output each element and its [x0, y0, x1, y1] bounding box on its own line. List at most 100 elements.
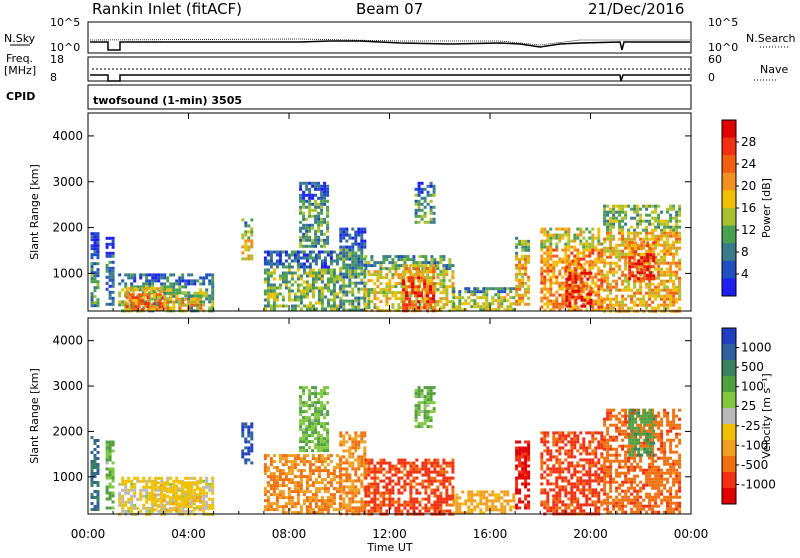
power-echo-cell — [549, 246, 552, 249]
power-echo-cell — [606, 211, 609, 214]
velocity-echo-cell — [421, 462, 424, 465]
velocity-echo-cell — [512, 499, 515, 502]
power-echo-cell — [577, 290, 580, 293]
power-echo-cell — [385, 258, 388, 261]
power-echo-cell — [555, 264, 558, 267]
power-echo-cell — [311, 215, 314, 218]
velocity-echo-cell — [285, 502, 288, 505]
power-echo-cell — [485, 296, 488, 299]
velocity-echo-cell — [524, 462, 527, 465]
power-echo-cell — [476, 305, 479, 308]
power-echo-cell — [397, 291, 400, 294]
velocity-echo-cell — [127, 477, 130, 480]
power-echo-cell — [558, 258, 561, 261]
power-echo-cell — [370, 255, 373, 258]
power-echo-cell — [421, 255, 424, 258]
power-echo-cell — [417, 270, 420, 273]
nsky-panel: N.Sky 10^5 10^0 10^5 10^0 N.Search — [4, 16, 796, 54]
velocity-echo-cell — [357, 440, 360, 443]
power-echo-cell — [515, 267, 518, 270]
power-echo-cell — [527, 279, 530, 282]
power-echo-cell — [376, 285, 379, 288]
power-echo-cell — [345, 246, 348, 249]
velocity-echo-cell — [543, 476, 546, 479]
power-echo-cell — [660, 289, 663, 292]
power-echo-cell — [300, 266, 303, 269]
velocity-echo-cell — [321, 487, 324, 490]
power-echo-cell — [600, 258, 603, 261]
power-echo-cell — [657, 241, 660, 244]
power-echo-cell — [561, 303, 564, 306]
power-echo-cell — [97, 250, 100, 253]
power-echo-cell — [448, 261, 451, 264]
power-echo-cell — [576, 252, 579, 255]
power-echo-region — [264, 251, 342, 311]
power-echo-cell — [649, 277, 652, 280]
power-echo-cell — [308, 245, 311, 248]
velocity-echo-cell — [451, 492, 454, 495]
velocity-echo-cell — [409, 462, 412, 465]
velocity-echo-cell — [148, 492, 151, 495]
velocity-echo-cell — [299, 413, 302, 416]
power-echo-cell — [309, 251, 312, 254]
power-echo-cell — [109, 291, 112, 294]
power-echo-cell — [567, 234, 570, 237]
power-echo-cell — [202, 300, 205, 303]
power-echo-cell — [426, 285, 429, 288]
power-echo-cell — [414, 264, 417, 267]
power-echo-cell — [357, 261, 360, 264]
velocity-echo-cell — [360, 509, 363, 512]
power-echo-cell — [648, 220, 651, 223]
power-echo-cell — [106, 237, 109, 240]
power-echo-cell — [633, 304, 636, 307]
power-echo-cell — [660, 262, 663, 265]
power-echo-cell — [663, 295, 666, 298]
velocity-echo-cell — [342, 455, 345, 458]
power-echo-cell — [303, 287, 306, 290]
power-echo-cell — [549, 279, 552, 282]
power-echo-cell — [303, 293, 306, 296]
power-echo-cell — [577, 287, 580, 290]
power-echo-cell — [163, 292, 166, 295]
power-echo-cell — [397, 258, 400, 261]
power-echo-cell — [594, 273, 597, 276]
velocity-echo-cell — [327, 457, 330, 460]
velocity-echo-cell — [515, 492, 518, 495]
power-echo-cell — [618, 250, 621, 253]
power-echo-cell — [558, 237, 561, 240]
power-echo-cell — [642, 295, 645, 298]
velocity-echo-cell — [302, 440, 305, 443]
velocity-echo-cell — [309, 469, 312, 472]
velocity-echo-cell — [112, 477, 115, 480]
velocity-echo-cell — [412, 507, 415, 510]
velocity-echo-cell — [294, 466, 297, 469]
power-echo-cell — [657, 307, 660, 310]
power-echo-cell — [558, 294, 561, 297]
velocity-echo-cell — [351, 440, 354, 443]
power-echo-cell — [351, 258, 354, 261]
power-echo-cell — [543, 276, 546, 279]
velocity-echo-cell — [145, 495, 148, 498]
velocity-echo-cell — [314, 392, 317, 395]
power-echo-cell — [652, 241, 655, 244]
power-echo-cell — [270, 296, 273, 299]
power-echo-cell — [279, 254, 282, 257]
velocity-echo-cell — [300, 469, 303, 472]
power-echo-cell — [364, 291, 367, 294]
power-echo-cell — [367, 294, 370, 297]
power-echo-cell — [351, 237, 354, 240]
velocity-echo-cell — [199, 487, 202, 490]
power-echo-cell — [565, 290, 568, 293]
velocity-echo-cell — [527, 489, 530, 492]
power-echo-cell — [94, 301, 97, 304]
power-echo-cell — [455, 296, 458, 299]
velocity-echo-cell — [521, 477, 524, 480]
power-echo-cell — [552, 300, 555, 303]
power-echo-cell — [199, 288, 202, 291]
power-echo-cell — [415, 215, 418, 218]
power-echo-cell — [580, 296, 583, 299]
power-echo-cell — [414, 294, 417, 297]
velocity-echo-cell — [394, 468, 397, 471]
freq-trace-lower — [90, 75, 690, 81]
power-echo-cell — [546, 261, 549, 264]
